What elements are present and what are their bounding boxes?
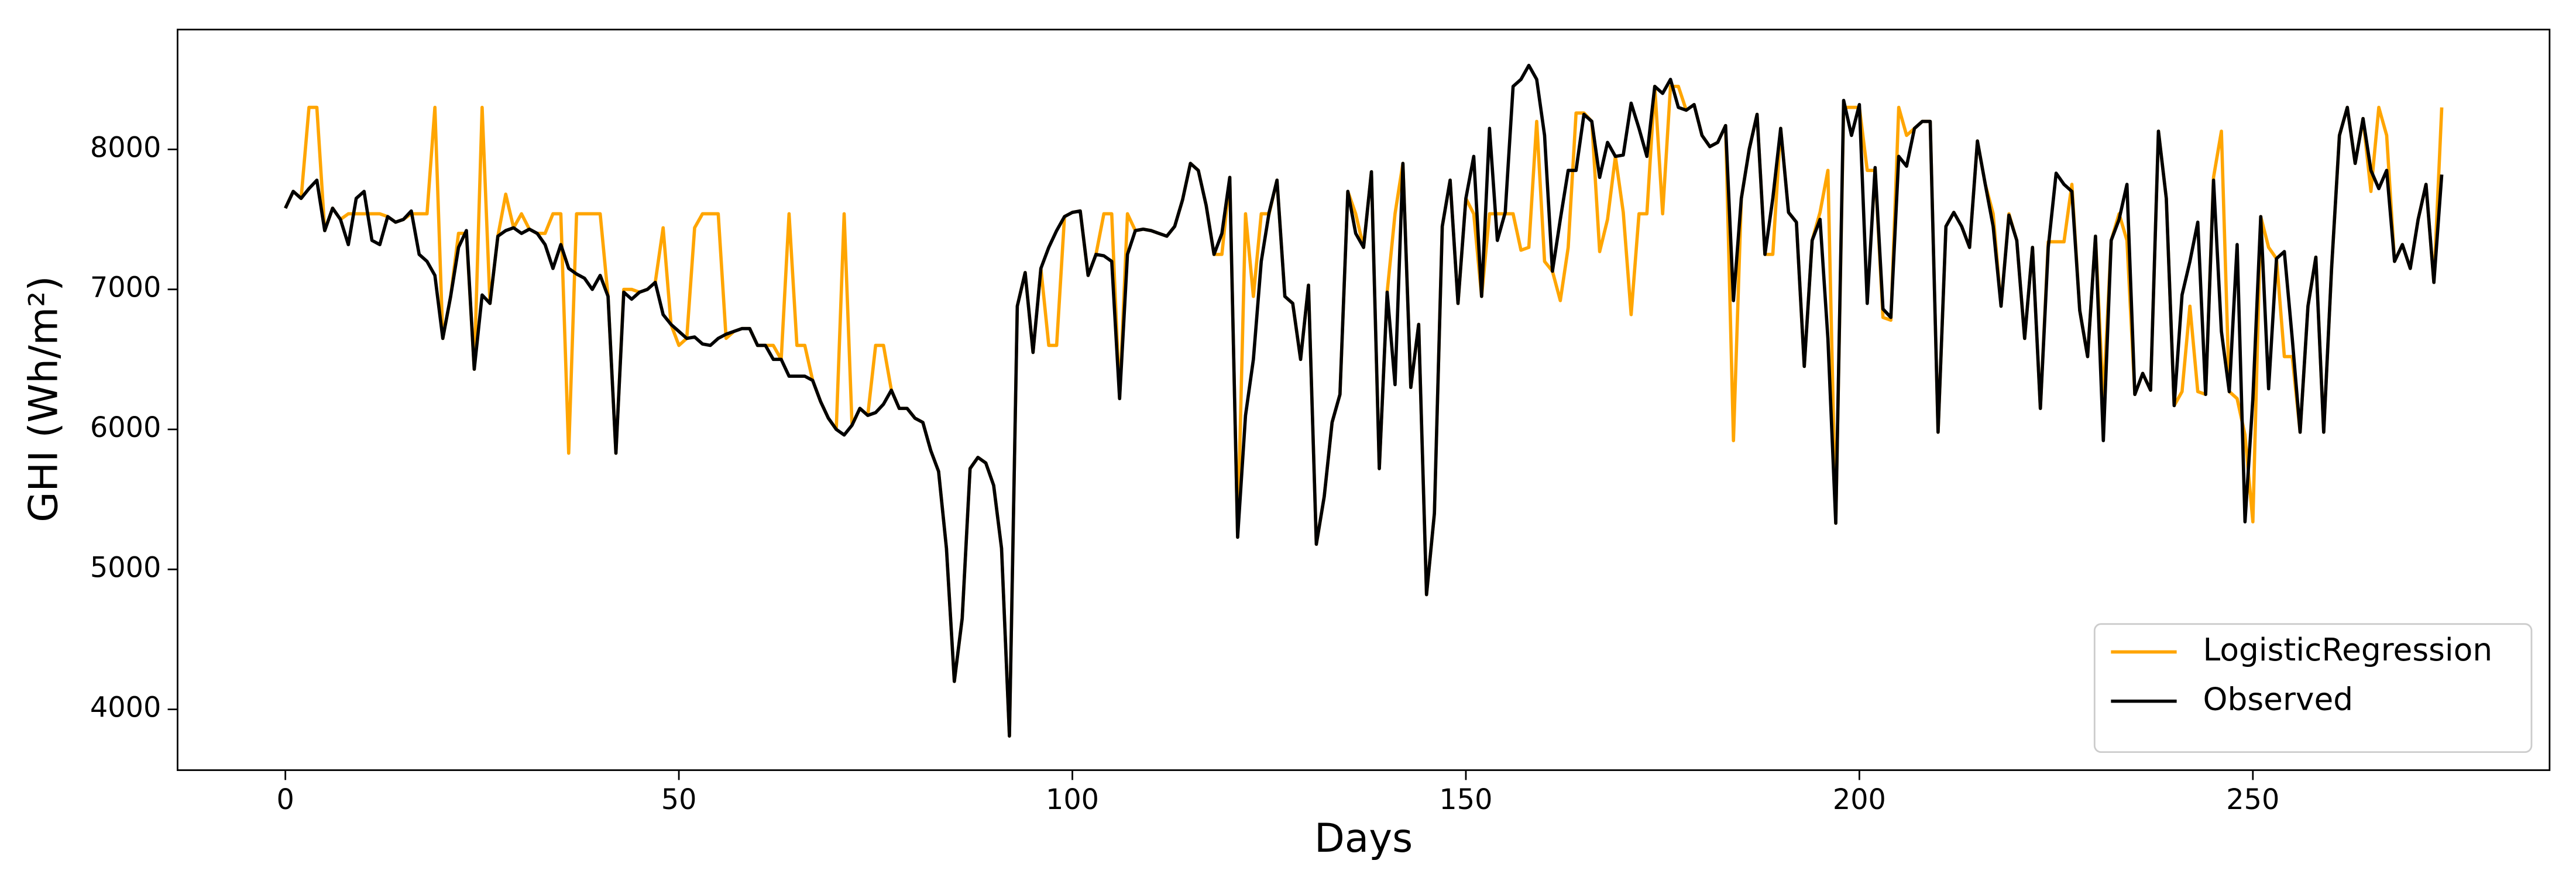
legend-box [2093, 623, 2533, 753]
x-tick-label: 50 [661, 784, 697, 816]
x-tick-label: 0 [276, 784, 294, 816]
y-tick-label: 4000 [90, 692, 161, 724]
legend-label: LogisticRegression [2203, 631, 2493, 668]
legend-label: Observed [2203, 680, 2354, 717]
y-tick-label: 5000 [90, 552, 161, 584]
y-tick-label: 8000 [90, 132, 161, 164]
x-tick-label: 200 [1833, 784, 1886, 816]
x-axis-label: Days [1314, 815, 1413, 861]
x-tick-label: 150 [1439, 784, 1492, 816]
x-tick-label: 100 [1046, 784, 1099, 816]
y-tick-label: 6000 [90, 412, 161, 444]
series-line [284, 63, 2444, 738]
plot-frame [177, 29, 2551, 771]
y-axis-label: GHI (Wh/m²) [20, 276, 66, 522]
x-tick-label: 250 [2226, 784, 2279, 816]
y-tick-label: 7000 [90, 272, 161, 304]
